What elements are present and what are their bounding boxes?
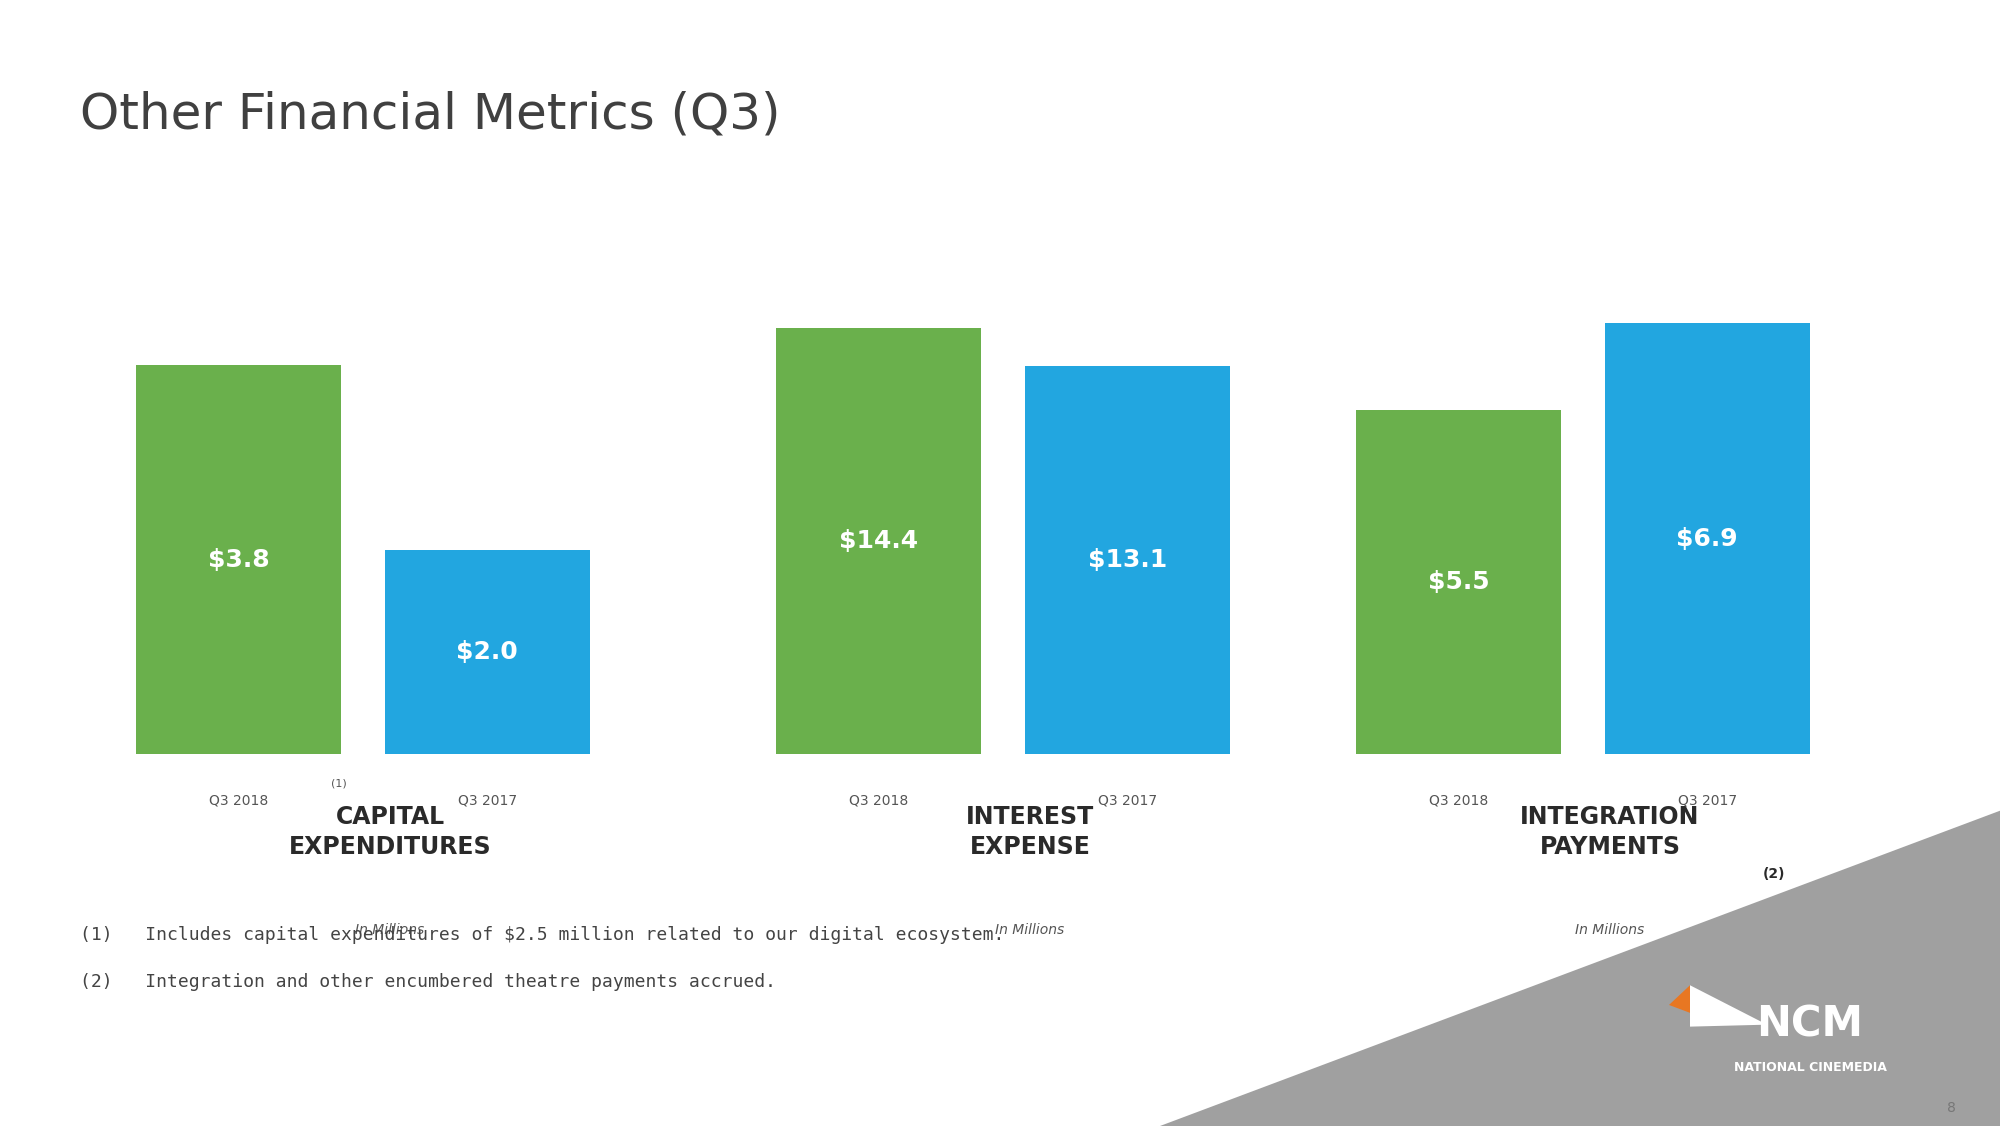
Text: In Millions: In Millions [356, 923, 424, 937]
Polygon shape [1690, 985, 1768, 1027]
FancyBboxPatch shape [136, 366, 342, 754]
FancyBboxPatch shape [1024, 366, 1230, 754]
Text: INTEGRATION
PAYMENTS: INTEGRATION PAYMENTS [1520, 805, 1700, 859]
Text: INTEREST
EXPENSE: INTEREST EXPENSE [966, 805, 1094, 859]
Text: Other Financial Metrics (Q3): Other Financial Metrics (Q3) [80, 90, 780, 138]
Text: $13.1: $13.1 [1088, 548, 1166, 572]
Text: $3.8: $3.8 [208, 548, 270, 572]
Text: NCM: NCM [1756, 1003, 1864, 1046]
FancyBboxPatch shape [776, 328, 982, 754]
Text: $14.4: $14.4 [840, 529, 918, 553]
Text: Q3 2018: Q3 2018 [1430, 794, 1488, 807]
FancyBboxPatch shape [1356, 410, 1562, 754]
FancyBboxPatch shape [1604, 323, 1810, 754]
Text: Q3 2017: Q3 2017 [1678, 794, 1736, 807]
Text: $5.5: $5.5 [1428, 571, 1490, 595]
Text: Q3 2017: Q3 2017 [1098, 794, 1156, 807]
Text: $6.9: $6.9 [1676, 527, 1738, 551]
Text: Q3 2017: Q3 2017 [458, 794, 516, 807]
FancyBboxPatch shape [384, 549, 590, 754]
Text: (2)   Integration and other encumbered theatre payments accrued.: (2) Integration and other encumbered the… [80, 973, 776, 991]
Text: $2.0: $2.0 [456, 640, 518, 664]
Text: CAPITAL
EXPENDITURES: CAPITAL EXPENDITURES [288, 805, 492, 859]
Text: NATIONAL CINEMEDIA: NATIONAL CINEMEDIA [1734, 1061, 1886, 1074]
Text: (1): (1) [330, 778, 346, 788]
Text: (1)   Includes capital expenditures of $2.5 million related to our digital ecosy: (1) Includes capital expenditures of $2.… [80, 926, 1004, 944]
Polygon shape [1160, 811, 2000, 1126]
Text: Q3 2018: Q3 2018 [850, 794, 908, 807]
Text: (2): (2) [1762, 867, 1786, 881]
Polygon shape [1668, 985, 1690, 1013]
Text: In Millions: In Millions [1576, 923, 1644, 937]
Text: In Millions: In Millions [996, 923, 1064, 937]
Text: 8: 8 [1948, 1101, 1956, 1115]
Text: Q3 2018: Q3 2018 [210, 794, 268, 807]
